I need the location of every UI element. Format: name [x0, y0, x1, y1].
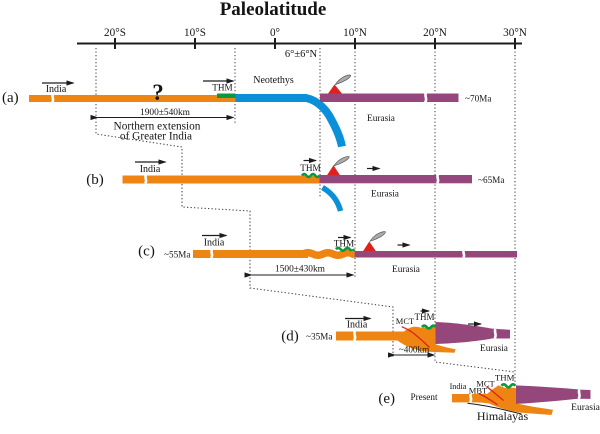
svg-text:(b): (b) — [86, 172, 104, 188]
svg-text:Himalayas: Himalayas — [477, 409, 529, 423]
svg-text:~55Ma: ~55Ma — [164, 250, 190, 260]
svg-text:India: India — [140, 164, 161, 175]
svg-text:India: India — [347, 320, 368, 331]
svg-text:1900±540km: 1900±540km — [140, 108, 191, 118]
svg-text:Northern extension: Northern extension — [114, 121, 201, 133]
svg-text:~70Ma: ~70Ma — [465, 94, 491, 104]
svg-text:10°S: 10°S — [184, 27, 206, 39]
svg-text:30°N: 30°N — [503, 27, 527, 39]
svg-text:Eurasia: Eurasia — [571, 402, 600, 413]
svg-text:10°N: 10°N — [343, 27, 367, 39]
svg-text:?: ? — [152, 80, 164, 105]
svg-text:MCT: MCT — [396, 316, 415, 326]
svg-text:THM: THM — [212, 83, 232, 93]
svg-text:0°: 0° — [270, 27, 280, 39]
svg-text:Paleolatitude: Paleolatitude — [220, 0, 327, 20]
svg-text:(e): (e) — [378, 391, 395, 407]
svg-text:Eurasia: Eurasia — [392, 265, 420, 275]
svg-text:1500±430km: 1500±430km — [275, 265, 326, 275]
svg-text:Eurasia: Eurasia — [480, 344, 508, 354]
svg-text:India: India — [46, 84, 67, 95]
svg-text:(d): (d) — [281, 329, 299, 345]
svg-text:(a): (a) — [2, 90, 19, 106]
svg-text:THM: THM — [415, 312, 435, 322]
svg-text:20°N: 20°N — [423, 27, 447, 39]
svg-text:6°±6°N: 6°±6°N — [285, 49, 318, 60]
svg-text:Eurasia: Eurasia — [371, 190, 399, 200]
svg-text:~400km: ~400km — [399, 345, 430, 355]
svg-text:of Greater India: of Greater India — [120, 131, 192, 143]
svg-text:THM: THM — [300, 163, 320, 173]
svg-text:20°S: 20°S — [104, 27, 126, 39]
svg-text:(c): (c) — [138, 244, 155, 260]
svg-text:~65Ma: ~65Ma — [478, 175, 504, 185]
svg-text:MCT: MCT — [476, 379, 495, 389]
svg-text:THM: THM — [495, 373, 515, 383]
svg-text:THM: THM — [334, 239, 354, 249]
svg-text:Present: Present — [410, 392, 437, 402]
svg-text:MBT: MBT — [469, 386, 488, 396]
svg-text:~35Ma: ~35Ma — [306, 332, 332, 342]
svg-text:India: India — [450, 382, 467, 391]
svg-text:India: India — [204, 238, 225, 249]
svg-text:Eurasia: Eurasia — [367, 114, 395, 124]
svg-text:Neotethys: Neotethys — [253, 75, 294, 86]
